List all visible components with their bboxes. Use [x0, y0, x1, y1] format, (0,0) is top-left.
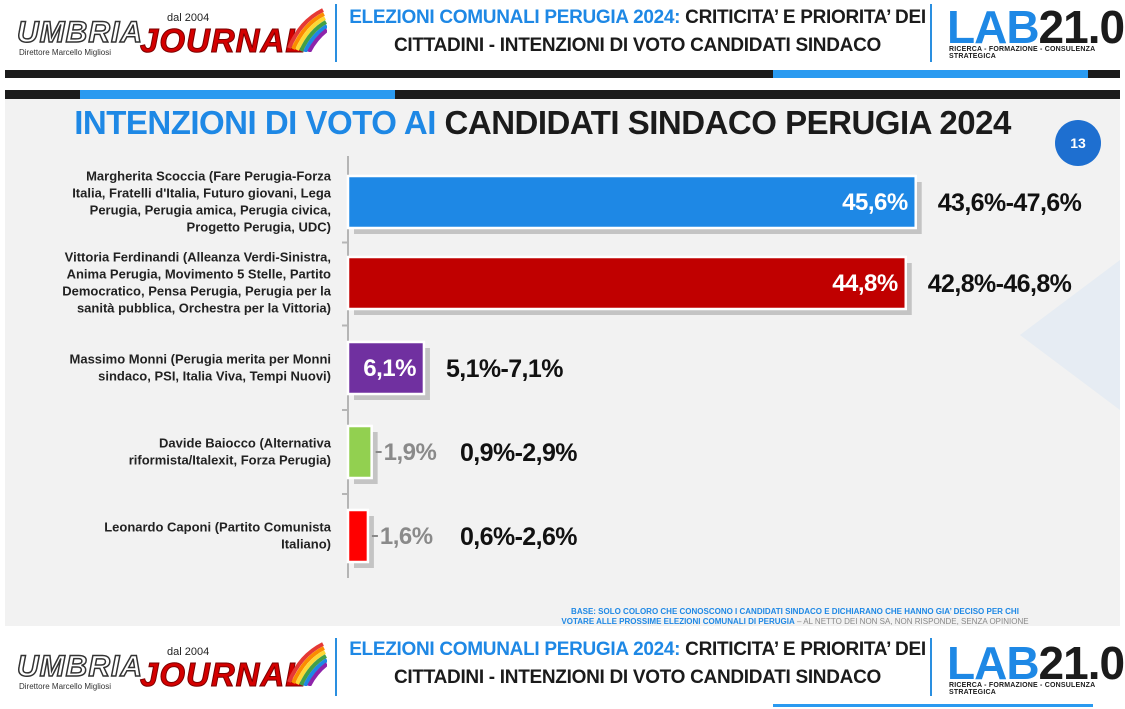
footnote-line-2: VOTARE ALLE PROSSIME ELEZIONI COMUNALI D…: [561, 617, 795, 626]
footer-title-blue: ELEZIONI COMUNALI PERUGIA 2024:: [349, 639, 681, 660]
bar-5-range-label: 0,6%-2,6%: [460, 523, 577, 551]
slide-title: INTENZIONI DI VOTO AI CANDIDATI SINDACO …: [5, 104, 1120, 142]
header-title-dark-1: CRITICITA’ E PRIORITA’ DEI: [685, 7, 926, 28]
footer-band-blue: [773, 704, 1093, 707]
bar-1: [346, 174, 917, 230]
slide-title-blue: INTENZIONI DI VOTO AI: [74, 104, 436, 141]
slide-band-blue: [80, 90, 395, 99]
footer-rainbow-swoosh-icon: [287, 642, 327, 686]
header-band-dark: [5, 70, 1120, 78]
footer-brand-director: Direttore Marcello Migliosi: [19, 682, 112, 691]
category-label-1: Margherita Scoccia (Fare Perugia-Forza It…: [72, 169, 332, 235]
footer-title: ELEZIONI COMUNALI PERUGIA 2024: CRITICIT…: [345, 636, 930, 692]
lab-wordmark-blue: LAB: [947, 1, 1040, 53]
footer-lab-wordmark: LAB21.01: [947, 636, 1125, 690]
header-divider-right: [930, 4, 932, 62]
umbria-journal-logo[interactable]: UMBRIA JOURNAL dal 2004 Direttore Marcel…: [15, 8, 327, 60]
rainbow-swoosh-icon: [287, 8, 327, 52]
bar-5: [346, 508, 370, 564]
slide-band-dark: [5, 90, 1120, 99]
footer-brand-name-umbria: UMBRIA: [16, 649, 143, 684]
bar-2: [346, 255, 908, 311]
slide-title-dark: CANDIDATI SINDACO PERUGIA 2024: [444, 104, 1012, 141]
footer-title-dark-1: CRITICITA’ E PRIORITA’ DEI: [685, 639, 926, 660]
footer-divider-right: [930, 638, 932, 696]
lab-wordmark: LAB21.01: [947, 0, 1125, 54]
bar-2-value-label: 44,8%: [832, 270, 898, 297]
bar-4-range-label: 0,9%-2,9%: [460, 439, 577, 467]
category-label-2: Vittoria Ferdinandi (Alleanza Verdi-Sini…: [62, 250, 332, 316]
footer-brand-name-journal: JOURNAL: [140, 656, 307, 694]
header-title: ELEZIONI COMUNALI PERUGIA 2024: CRITICIT…: [345, 4, 930, 60]
bar-1-value-label: 45,6%: [842, 189, 908, 216]
header-band-blue: [773, 70, 1088, 78]
header-divider-left: [335, 4, 337, 62]
brand-director: Direttore Marcello Migliosi: [19, 48, 112, 57]
bottom-banner: UMBRIA JOURNAL dal 2004 Direttore Marcel…: [5, 628, 1125, 707]
brand-name-journal: JOURNAL: [140, 22, 307, 60]
bar-1-range-label: 43,6%-47,6%: [938, 189, 1082, 217]
slide: INTENZIONI DI VOTO AI CANDIDATI SINDACO …: [5, 90, 1120, 626]
vote-intention-chart: Margherita Scoccia (Fare Perugia-Forza It…: [62, 156, 1082, 578]
decorative-chevron-icon: [1020, 260, 1120, 410]
lab-logo[interactable]: LAB21.01 RICERCA - FORMAZIONE - CONSULEN…: [947, 1, 1125, 62]
footer-brand-since: dal 2004: [167, 646, 210, 658]
footer-lab-wordmark-blue: LAB: [947, 637, 1040, 689]
footer-divider-left: [335, 638, 337, 696]
base-footnote: BASE: SOLO COLORO CHE CONOSCONO I CANDID…: [475, 607, 1115, 627]
bar-4: [346, 424, 373, 480]
footnote-line-2-grey: – AL NETTO DEI NON SA, NON RISPONDE, SEN…: [794, 617, 1029, 626]
category-label-3: Massimo Monni (Perugia merita per Monni s…: [70, 352, 331, 384]
page-number-badge: 13: [1055, 120, 1101, 166]
bar-3-range-label: 5,1%-7,1%: [446, 355, 563, 383]
footer-lab-wordmark-dark: 21.01: [1038, 637, 1125, 689]
footer-lab-tagline: RICERCA - FORMAZIONE - CONSULENZA STRATE…: [949, 682, 1096, 696]
top-banner: UMBRIA JOURNAL dal 2004 Direttore Marcel…: [5, 0, 1125, 70]
header-title-blue: ELEZIONI COMUNALI PERUGIA 2024:: [349, 7, 681, 28]
category-label-4: Davide Baiocco (Alternativa riformista/It…: [129, 436, 332, 468]
umbria-journal-logo-footer[interactable]: UMBRIA JOURNAL dal 2004 Direttore Marcel…: [15, 642, 327, 694]
footer-title-dark-2: CITTADINI - INTENZIONI DI VOTO CANDIDATI…: [394, 667, 881, 688]
header-title-dark-2: CITTADINI - INTENZIONI DI VOTO CANDIDATI…: [394, 35, 881, 56]
bar-3: [346, 340, 426, 396]
category-label-5: Leonardo Caponi (Partito Comunista Italia…: [104, 520, 332, 552]
lab-wordmark-dark: 21.01: [1038, 1, 1125, 53]
bar-3-value-label: 6,1%: [363, 355, 416, 382]
footnote-line-1: BASE: SOLO COLORO CHE CONOSCONO I CANDID…: [571, 607, 1019, 616]
brand-name-umbria: UMBRIA: [16, 15, 143, 50]
lab-tagline: RICERCA - FORMAZIONE - CONSULENZA STRATE…: [949, 46, 1096, 60]
bar-2-range-label: 42,8%-46,8%: [928, 270, 1072, 298]
brand-since: dal 2004: [167, 12, 210, 24]
bar-5-value-label: 1,6%: [380, 523, 433, 550]
bar-4-value-label: 1,9%: [384, 439, 437, 466]
footer-lab-logo[interactable]: LAB21.01 RICERCA - FORMAZIONE - CONSULEN…: [947, 637, 1125, 698]
